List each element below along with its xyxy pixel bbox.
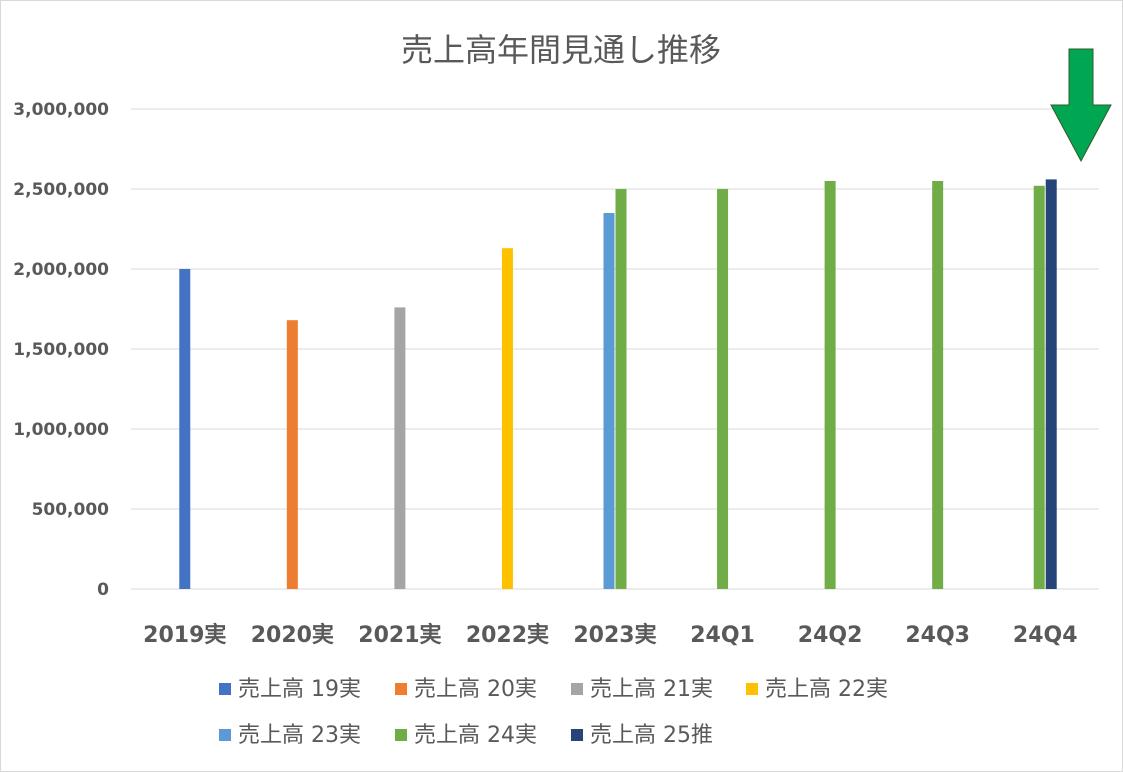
legend-label: 売上高 21実 xyxy=(590,677,713,702)
x-tick-label: 2022実 xyxy=(466,622,549,648)
x-tick-label: 24Q2 xyxy=(798,623,863,648)
legend-swatch xyxy=(571,729,583,741)
y-tick-label: 0 xyxy=(97,580,109,600)
y-tick-label: 1,500,000 xyxy=(13,340,109,360)
y-tick-label: 1,000,000 xyxy=(13,420,109,440)
x-tick-label: 2019実 xyxy=(143,622,226,648)
bar xyxy=(394,307,406,589)
x-tick-label: 24Q4 xyxy=(1013,623,1078,648)
y-axis-ticks: 0 500,000 1,000,000 1,500,000 2,000,000 2,500… xyxy=(13,100,109,600)
x-tick-label: 2021実 xyxy=(358,622,441,648)
x-tick-label: 2020実 xyxy=(251,622,334,648)
y-tick-label: 2,500,000 xyxy=(13,180,109,200)
legend-label: 売上高 24実 xyxy=(414,723,537,748)
x-tick-label: 24Q3 xyxy=(905,623,970,648)
legend-label: 売上高 23実 xyxy=(238,723,361,748)
legend-swatch xyxy=(571,683,583,695)
gridlines xyxy=(131,108,1099,590)
legend-label: 売上高 22実 xyxy=(765,677,888,702)
legend-swatch xyxy=(219,683,231,695)
legend-swatch xyxy=(395,683,407,695)
legend-label: 売上高 19実 xyxy=(238,677,361,702)
x-tick-label: 24Q1 xyxy=(690,623,755,648)
bars xyxy=(179,179,1057,590)
legend-swatch xyxy=(219,729,231,741)
bar xyxy=(615,189,627,589)
bar xyxy=(932,181,944,589)
legend-label: 売上高 25推 xyxy=(590,723,713,748)
y-tick-label: 500,000 xyxy=(32,500,110,520)
bar xyxy=(286,320,298,589)
legend-label: 売上高 20実 xyxy=(414,677,537,702)
annotation xyxy=(1050,48,1112,163)
bar xyxy=(603,213,615,589)
y-tick-label: 3,000,000 xyxy=(13,100,109,120)
bar xyxy=(1033,185,1045,590)
x-tick-label: 2023実 xyxy=(573,622,656,648)
bar xyxy=(501,248,513,589)
down-arrow-icon xyxy=(1050,48,1112,163)
bar xyxy=(717,189,729,589)
chart-title: 売上高年間見通し推移 xyxy=(401,31,721,69)
bar xyxy=(1045,179,1057,589)
bar xyxy=(824,181,836,589)
legend-swatch xyxy=(395,729,407,741)
bar xyxy=(179,269,191,589)
y-tick-label: 2,000,000 xyxy=(13,260,109,280)
legend-swatch xyxy=(746,683,758,695)
x-axis-ticks: 2019実 2020実 2021実 2022実 2023実 24Q1 24Q2 24Q3 24Q… xyxy=(143,622,1077,648)
